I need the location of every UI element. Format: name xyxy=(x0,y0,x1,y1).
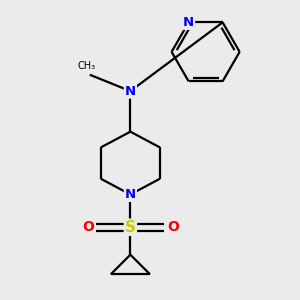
Text: S: S xyxy=(125,220,136,235)
Text: CH₃: CH₃ xyxy=(77,61,96,71)
Text: O: O xyxy=(167,220,179,234)
Text: N: N xyxy=(183,16,194,29)
Text: N: N xyxy=(125,85,136,98)
Text: N: N xyxy=(125,188,136,201)
Text: O: O xyxy=(82,220,94,234)
